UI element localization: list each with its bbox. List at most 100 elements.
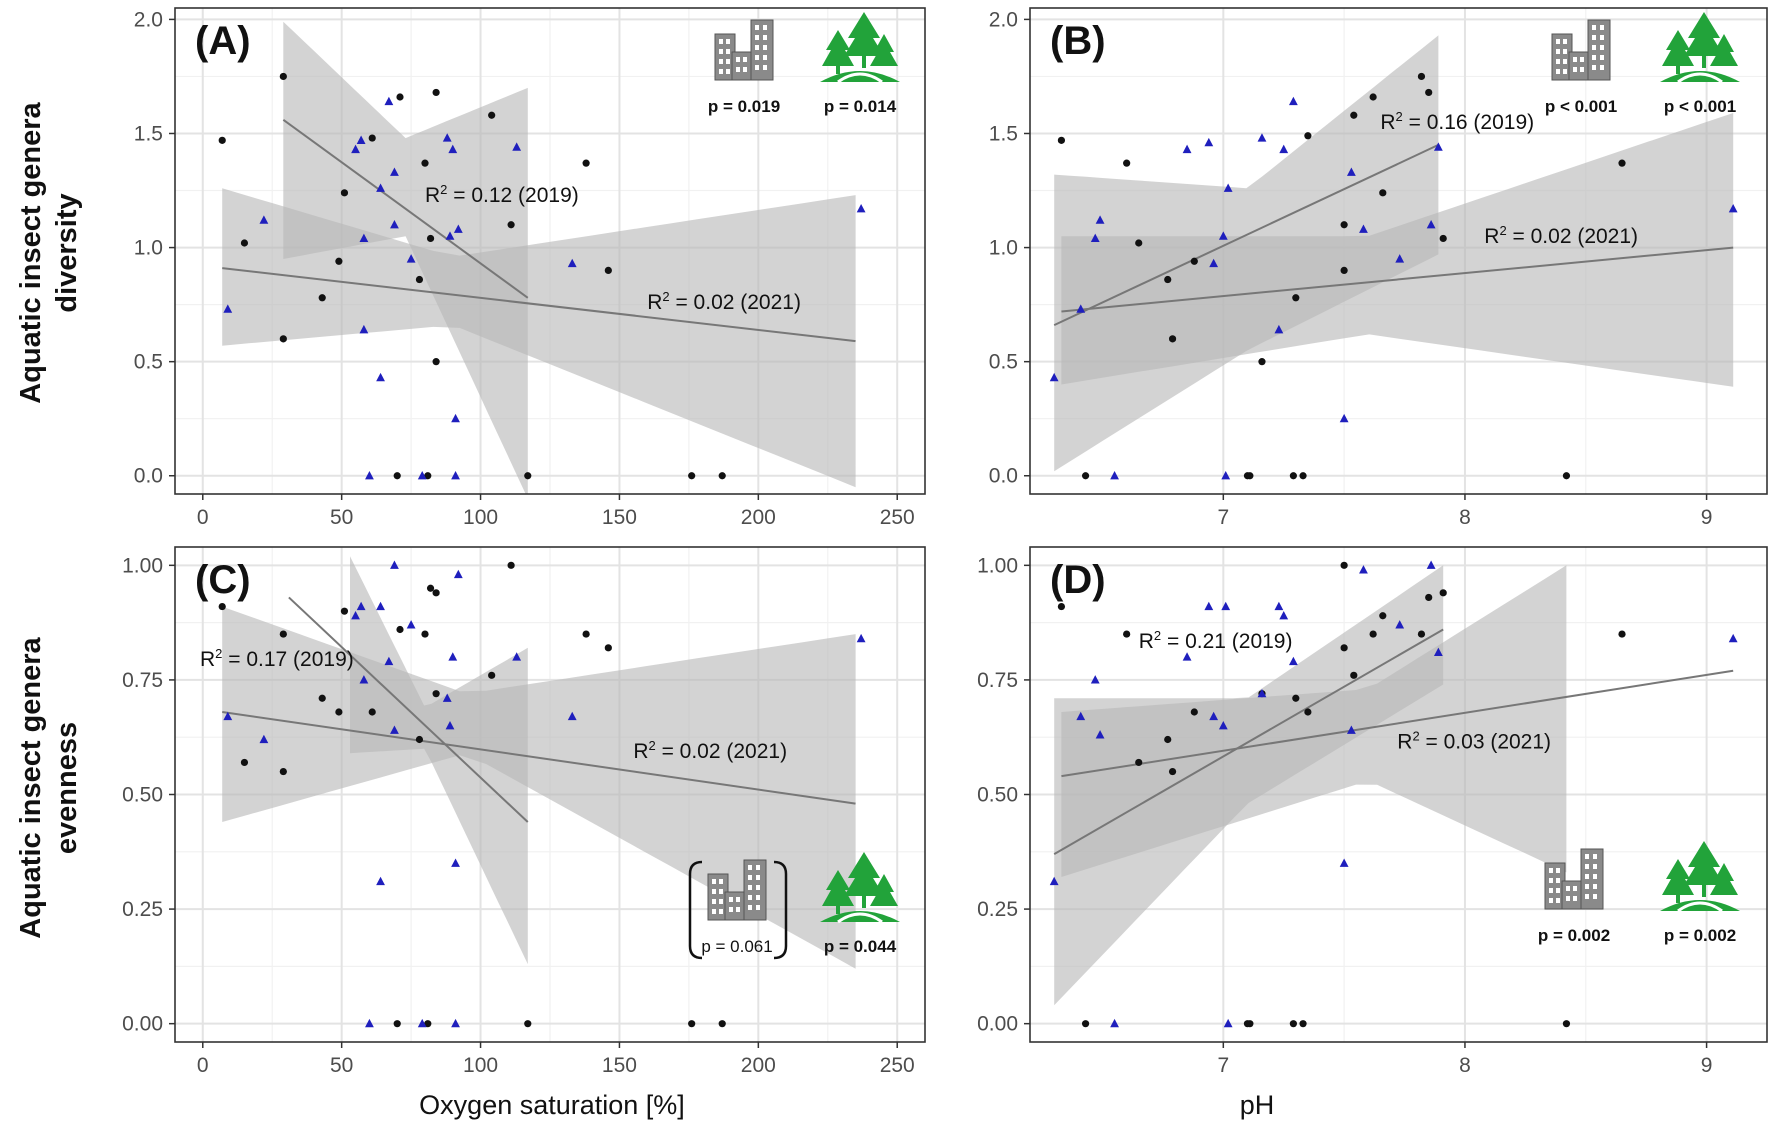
data-point-2019 xyxy=(223,711,233,721)
x-tick-label: 250 xyxy=(880,506,915,529)
y-tick-label: 0.00 xyxy=(122,1013,163,1036)
data-point-2021 xyxy=(1350,111,1358,119)
y-tick-label: 0.0 xyxy=(989,465,1018,488)
data-point-2019 xyxy=(856,203,866,213)
regression-line-2021 xyxy=(222,711,856,805)
data-point-2019 xyxy=(417,1018,427,1028)
data-point-2021 xyxy=(718,472,726,480)
data-point-2021 xyxy=(393,1020,401,1028)
data-point-2021 xyxy=(507,561,515,569)
data-point-2021 xyxy=(279,335,287,343)
data-point-2021 xyxy=(1258,358,1266,366)
x-tick-label: 50 xyxy=(330,1054,353,1077)
data-point-2021 xyxy=(318,694,326,702)
data-point-2019 xyxy=(1095,215,1105,224)
urban-badge: p < 0.001 xyxy=(1545,19,1617,116)
data-point-2021 xyxy=(1299,1020,1307,1028)
data-point-2019 xyxy=(1426,219,1436,229)
plot-content xyxy=(1049,35,1738,480)
data-point-2019 xyxy=(384,656,394,666)
data-point-2019 xyxy=(1274,324,1284,334)
data-point-2019 xyxy=(1209,711,1219,721)
data-point-2019 xyxy=(567,258,577,268)
x-axis-title-oxygen: Oxygen saturation [%] xyxy=(419,1090,685,1120)
data-point-2019 xyxy=(356,135,366,144)
data-point-2021 xyxy=(524,472,532,480)
data-point-2019 xyxy=(451,858,460,867)
y-axis-title-diversity-line1: Aquatic insect genera xyxy=(15,101,47,403)
data-point-2019 xyxy=(445,720,455,730)
data-point-2019 xyxy=(1204,137,1214,147)
data-point-2021 xyxy=(1299,472,1307,480)
data-point-2019 xyxy=(1209,258,1219,268)
data-point-2021 xyxy=(396,625,404,634)
data-point-2019 xyxy=(390,560,399,569)
data-point-2021 xyxy=(582,159,590,167)
data-point-2019 xyxy=(1426,560,1436,569)
data-point-2021 xyxy=(1369,93,1377,101)
data-point-2021 xyxy=(393,472,401,480)
data-point-2021 xyxy=(1562,1020,1571,1028)
y-tick-label: 0.5 xyxy=(134,351,163,374)
data-point-2021 xyxy=(1562,472,1571,480)
data-point-2021 xyxy=(368,708,376,716)
data-point-2021 xyxy=(1340,221,1348,229)
data-point-2021 xyxy=(1379,612,1387,620)
plot-content xyxy=(218,21,866,494)
data-point-2021 xyxy=(1081,472,1090,480)
data-point-2019 xyxy=(359,675,369,684)
data-point-2021 xyxy=(1340,644,1348,652)
y-tick-label: 0.25 xyxy=(977,898,1018,921)
data-point-2021 xyxy=(424,1020,432,1028)
data-point-2021 xyxy=(240,239,249,247)
data-point-2019 xyxy=(259,734,269,744)
panel-d: R2 = 0.21 (2019) R2 = 0.03 (2021) 7 8 9 0.00 0… xyxy=(977,546,1768,1077)
data-point-2019 xyxy=(406,620,416,629)
data-point-2019 xyxy=(451,470,460,480)
plot-content xyxy=(218,556,866,1028)
data-point-2019 xyxy=(1257,133,1267,142)
data-point-2019 xyxy=(1395,254,1405,263)
data-point-2021 xyxy=(1057,136,1066,144)
data-point-2021 xyxy=(421,630,429,638)
data-point-2021 xyxy=(1439,589,1447,597)
data-point-2019 xyxy=(1095,730,1105,739)
forest-badge: p = 0.044 xyxy=(818,850,902,956)
data-point-2021 xyxy=(1340,561,1348,569)
confidence-ribbon-2021 xyxy=(1061,565,1567,877)
regression-line-2019 xyxy=(1053,628,1444,855)
data-point-2021 xyxy=(688,472,696,480)
data-point-2019 xyxy=(856,633,866,643)
y-tick-label: 1.00 xyxy=(122,554,163,577)
y-tick-label: 0.75 xyxy=(122,669,163,692)
data-point-2021 xyxy=(1304,132,1312,140)
data-point-2019 xyxy=(1221,470,1231,480)
data-point-2019 xyxy=(1049,876,1059,886)
x-tick-label: 8 xyxy=(1459,1054,1471,1077)
data-point-2019 xyxy=(1728,203,1738,213)
data-point-2021 xyxy=(1081,1020,1090,1028)
x-tick-label: 0 xyxy=(197,1054,209,1077)
x-tick-label: 7 xyxy=(1217,1054,1229,1077)
y-tick-label: 1.0 xyxy=(989,237,1018,260)
data-point-2021 xyxy=(1123,159,1131,167)
y-tick-label: 0.0 xyxy=(134,465,163,488)
panel-label: (A) xyxy=(195,19,251,63)
data-point-2021 xyxy=(604,266,612,274)
data-point-2021 xyxy=(426,584,435,592)
data-point-2021 xyxy=(1340,266,1348,274)
urban-p-value: p = 0.019 xyxy=(708,97,780,116)
data-point-2021 xyxy=(432,358,440,366)
forest-badge: p = 0.002 xyxy=(1658,839,1742,945)
x-tick-label: 8 xyxy=(1459,506,1471,529)
x-tick-label: 200 xyxy=(741,506,776,529)
r2-label-2021: R2 = 0.02 (2021) xyxy=(1484,223,1638,248)
data-point-2019 xyxy=(1288,96,1298,106)
data-point-2019 xyxy=(406,254,416,263)
data-point-2021 xyxy=(335,257,343,265)
data-point-2019 xyxy=(417,470,427,480)
data-point-2019 xyxy=(1218,720,1228,730)
panel-label: (C) xyxy=(195,558,251,602)
data-point-2019 xyxy=(1433,142,1443,151)
